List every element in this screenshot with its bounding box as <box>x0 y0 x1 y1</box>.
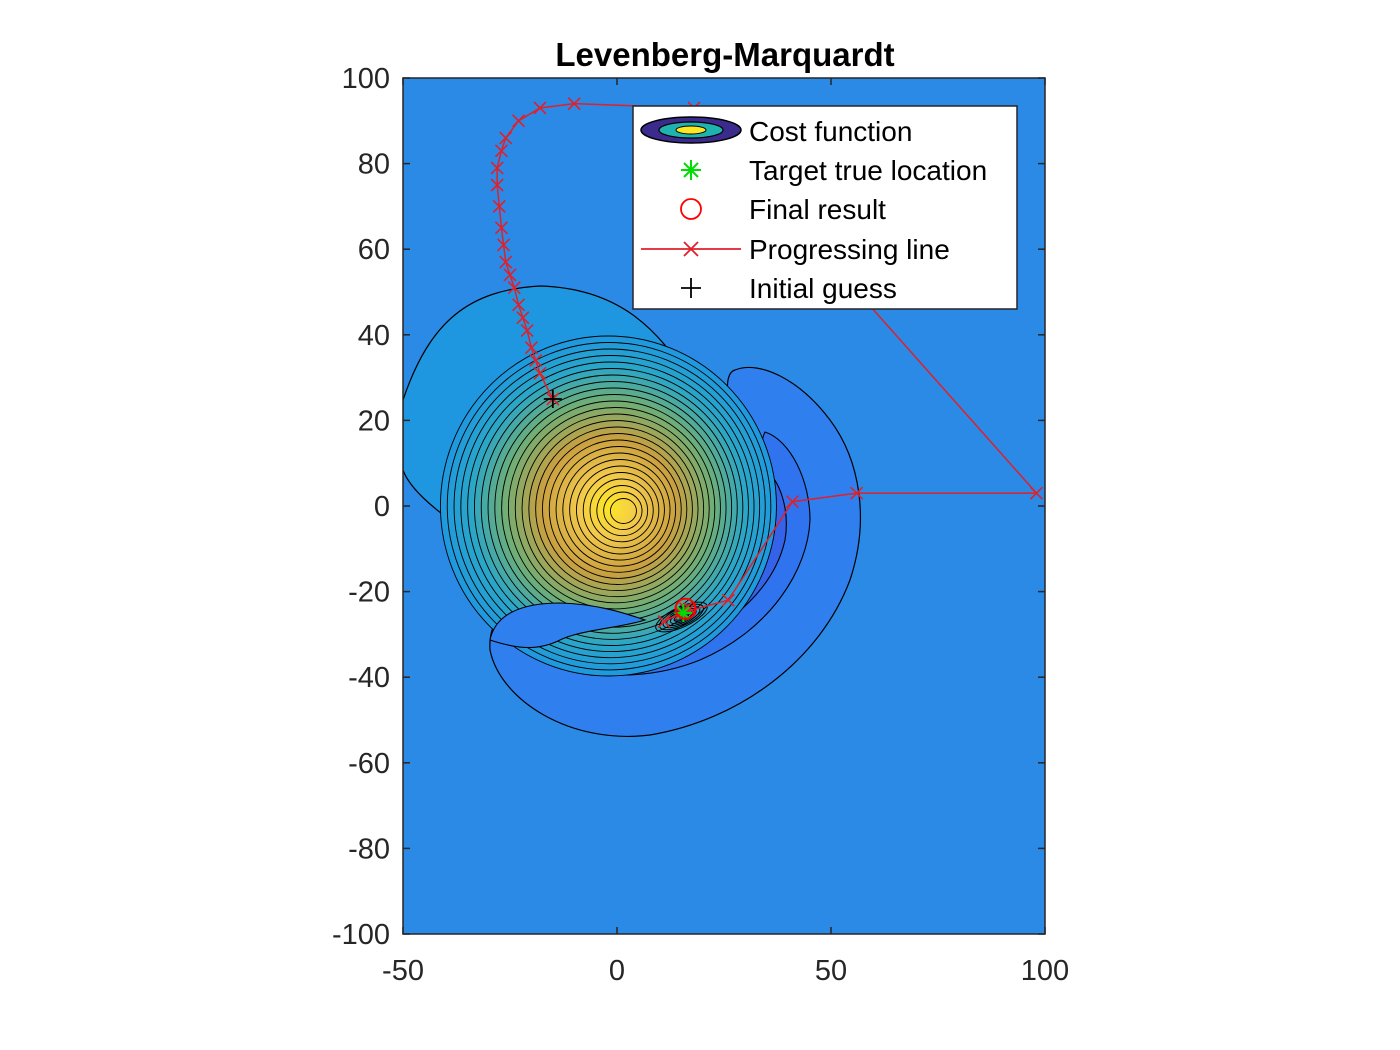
red-circle-icon <box>680 198 702 220</box>
y-tick-label: 100 <box>342 63 390 95</box>
cost-function-contours <box>403 285 862 737</box>
y-tick-label: -40 <box>348 662 390 694</box>
progress-x-marker <box>499 131 513 145</box>
legend-label: Final result <box>749 194 886 225</box>
peak-contour-line <box>548 439 688 579</box>
point-markers <box>543 390 697 622</box>
y-tick-label: -100 <box>332 919 390 951</box>
peak-contour-line <box>446 342 772 671</box>
black-plus-icon <box>681 278 701 298</box>
progress-x-marker <box>507 281 521 295</box>
y-axis-tick-labels: 100 80 60 40 20 0 -20 -40 -60 -80 -100 <box>332 63 390 951</box>
progress-x-marker <box>567 97 581 111</box>
y-tick-label: 80 <box>358 149 390 181</box>
progress-x-marker <box>533 101 547 115</box>
progress-x-marker <box>524 341 538 355</box>
peak-contour-line <box>596 485 649 537</box>
chart-title: Levenberg-Marquardt <box>555 36 894 73</box>
y-tick-label: 20 <box>358 405 390 437</box>
x-axis-tick-labels: -50 0 50 100 <box>382 955 1069 987</box>
peak-gradient-fill <box>440 336 777 676</box>
peak-contour-line <box>535 426 699 592</box>
progress-x-marker <box>785 495 800 509</box>
y-tick-label: 40 <box>358 320 390 352</box>
x-tick-label: 50 <box>815 955 847 987</box>
legend-item-initial-guess: Initial guess <box>681 273 897 304</box>
legend-label: Target true location <box>749 155 987 186</box>
progress-x-marker <box>529 353 543 368</box>
initial-guess-marker <box>543 390 562 408</box>
legend-label: Initial guess <box>749 273 897 304</box>
green-asterisk-icon <box>681 160 701 180</box>
x-tick-label: 100 <box>1021 955 1069 987</box>
lower-lobe-contour <box>489 602 647 648</box>
progress-x-marker <box>511 298 526 312</box>
peak-contour-line <box>473 368 749 646</box>
x-tick-label: 0 <box>609 955 625 987</box>
filled-contour-swatch-icon <box>640 116 742 144</box>
legend-item-final-result: Final result <box>680 194 886 225</box>
progress-x-marker <box>1029 486 1044 500</box>
y-tick-label: 0 <box>374 491 390 523</box>
peak-contour-line <box>467 361 755 653</box>
peak-contour-line <box>528 420 705 598</box>
progress-x-marker <box>499 255 513 269</box>
peak-contour-line <box>569 459 671 561</box>
peak-contour-line <box>541 433 693 585</box>
peak-contour-line <box>575 465 665 555</box>
red-x-line-icon <box>641 241 741 257</box>
peak-contour-line <box>453 348 766 665</box>
progress-x-marker <box>494 144 509 158</box>
progress-x-marker <box>490 161 504 175</box>
legend-label: Cost function <box>749 116 912 147</box>
peak-contour-line <box>582 472 660 549</box>
y-tick-label: 60 <box>358 234 390 266</box>
y-tick-label: -60 <box>348 748 390 780</box>
progress-x-marker <box>850 486 864 500</box>
legend: Cost function Target true location Final… <box>632 105 1018 310</box>
peak-contour-line <box>460 355 761 659</box>
y-tick-label: -80 <box>348 833 390 865</box>
legend-label: Progressing line <box>749 234 950 265</box>
peak-contour-line <box>521 413 710 604</box>
peak-contour-line <box>603 491 643 531</box>
peak-contour-line <box>514 407 716 610</box>
progress-x-marker <box>533 366 547 380</box>
progress-x-marker <box>516 311 530 325</box>
x-tick-label: -50 <box>382 955 424 987</box>
progress-x-marker <box>721 593 735 607</box>
progress-x-marker <box>497 238 511 252</box>
y-tick-label: -20 <box>348 577 390 609</box>
axis-ticks <box>402 77 1046 935</box>
peak-contour-line <box>609 498 637 524</box>
final-result-marker <box>674 597 697 620</box>
progress-x-marker <box>520 323 534 338</box>
progress-x-marker <box>494 221 509 235</box>
progress-x-marker <box>490 178 504 192</box>
legend-item-target-true-location: Target true location <box>681 155 987 186</box>
peak-contour-line <box>562 452 677 567</box>
progress-x-marker <box>503 268 517 282</box>
peak-contour-line <box>589 478 654 543</box>
progress-x-marker <box>657 614 671 629</box>
progress-x-marker <box>492 199 506 213</box>
peak-contour-line <box>555 446 682 573</box>
peak-contour-line <box>487 381 738 634</box>
peak-contour-line <box>480 374 744 640</box>
peak-contour-line <box>439 335 777 677</box>
legend-item-cost-function: Cost function <box>640 116 912 147</box>
legend-item-progressing-line: Progressing line <box>641 234 950 265</box>
progress-x-marker <box>511 114 526 128</box>
